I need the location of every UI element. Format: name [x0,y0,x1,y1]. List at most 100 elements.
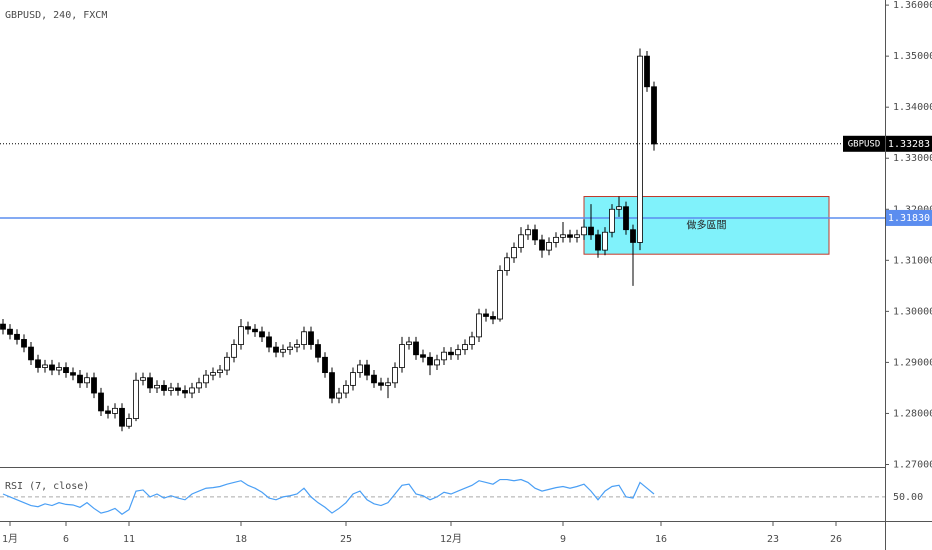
candle-body [140,377,146,381]
candle-body [245,326,251,330]
candle-body [644,55,650,88]
candle-body [560,234,566,238]
candle-body [378,382,384,386]
candle-body [252,328,258,333]
y-tick-label: 1.28000 [893,408,932,419]
candle-body [546,242,552,251]
candle-body [483,313,489,317]
candle-body [399,344,405,368]
candle-body [7,328,13,335]
candle-body [210,372,216,376]
candle-body [476,313,482,338]
price-badge [886,135,932,152]
y-tick-label: 1.27000 [893,459,932,470]
candle-body [231,344,237,358]
x-tick-label: 26 [830,534,842,545]
candle-body [28,346,34,361]
candle-body [448,351,454,356]
current-price-label: 1.33283 [888,139,930,150]
candle-body [504,257,510,271]
candle-body [588,226,594,236]
candle-body [490,316,496,320]
candle-body [336,392,342,399]
candle-body [329,372,335,399]
candle-body [77,374,83,384]
candle-body [189,387,195,394]
chart-title: GBPUSD, 240, FXCM [5,10,107,21]
candle-body [203,374,209,384]
x-tick-label: 6 [63,534,69,545]
y-tick-label: 1.29000 [893,357,932,368]
candle-body [567,234,573,238]
candle-body [427,356,433,366]
candle-body [406,341,412,345]
candle-body [112,407,118,414]
candle-body [126,418,132,427]
candle-body [525,229,531,236]
candle-body [224,356,230,371]
x-tick-label: 11 [123,534,135,545]
candle-body [308,331,314,345]
candle-body [469,336,475,345]
y-tick-label: 1.30000 [893,306,932,317]
candle-body [385,382,391,386]
candle-body [63,367,69,374]
candle-body [294,344,300,348]
candle-body [259,331,265,338]
candle-body [420,354,426,358]
candle-body [441,351,447,361]
y-tick-label: 1.35000 [893,51,932,62]
candle-body [91,377,97,394]
candle-body [273,346,279,353]
x-tick-label: 25 [340,534,352,545]
candle-body [581,226,587,236]
candle-body [553,236,559,243]
candle-body [175,387,181,391]
rsi-title: RSI (7, close) [5,481,89,492]
candle-body [154,384,160,389]
candle-body [637,55,643,243]
candle-body [651,86,657,145]
candle-body [56,367,62,371]
candle-body [98,392,104,412]
level-badge [886,209,932,226]
x-tick-label: 1月 [2,533,18,545]
candle-body [630,229,636,243]
candle-body [497,270,503,320]
candle-body [266,336,272,348]
candle-body [357,364,363,374]
symbol-label: GBPUSD [848,139,881,149]
y-tick-label: 1.34000 [893,102,932,113]
candle-body [455,349,461,356]
candle-body [105,410,111,414]
candle-body [21,339,27,348]
candle-body [595,234,601,251]
rsi-line [2,478,655,515]
candle-body [84,377,90,384]
candle-body [133,379,139,419]
candle-body [574,234,580,238]
candle-body [161,384,167,391]
candle-body [434,359,440,366]
x-tick-label: 9 [560,534,566,545]
x-tick-label: 12月 [440,533,462,545]
candle-body [301,331,307,345]
candle-body [532,229,538,241]
candle-body [518,234,524,248]
y-tick-label: 1.33000 [893,153,932,164]
candle-body [609,208,615,233]
y-tick-label: 1.36000 [893,0,932,11]
candle-body [539,239,545,251]
zone-label: 做多區間 [687,218,727,231]
candle-body [623,206,629,231]
candle-body [49,364,55,371]
candle-body [70,372,76,376]
candle-body [413,341,419,356]
candle-body [322,356,328,374]
y-tick-label: 1.31000 [893,255,932,266]
candle-body [616,206,622,210]
candle-body [315,344,321,358]
candle-body [287,346,293,351]
